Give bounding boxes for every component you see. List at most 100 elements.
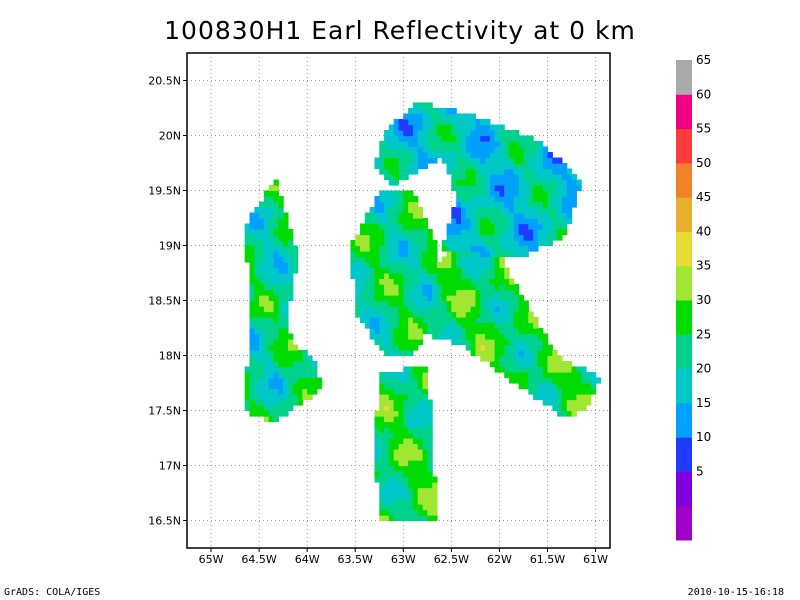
reflectivity-cell <box>537 190 544 197</box>
reflectivity-cell <box>475 328 481 335</box>
reflectivity-cell <box>470 157 477 164</box>
reflectivity-cell <box>475 218 481 225</box>
reflectivity-cell <box>465 152 472 159</box>
reflectivity-cell <box>398 223 404 230</box>
reflectivity-cell <box>388 251 395 258</box>
reflectivity-cell <box>287 245 294 252</box>
reflectivity-cell <box>499 355 505 362</box>
reflectivity-cell <box>427 267 433 274</box>
reflectivity-cell <box>499 130 505 137</box>
reflectivity-cell <box>585 372 592 379</box>
reflectivity-cell <box>263 372 270 379</box>
reflectivity-cell <box>273 394 279 401</box>
reflectivity-cell <box>412 344 419 351</box>
reflectivity-cell <box>432 119 438 126</box>
reflectivity-cell <box>254 355 260 362</box>
reflectivity-cell <box>432 487 438 494</box>
reflectivity-cell <box>254 284 260 291</box>
reflectivity-cell <box>456 229 462 236</box>
reflectivity-cell <box>364 229 371 236</box>
reflectivity-cell <box>273 234 279 241</box>
reflectivity-cell <box>451 317 457 324</box>
reflectivity-cell <box>451 168 457 175</box>
reflectivity-cell <box>509 146 515 153</box>
reflectivity-cell <box>422 493 428 500</box>
reflectivity-cell <box>379 163 385 170</box>
reflectivity-cell <box>518 174 525 181</box>
reflectivity-cell <box>460 262 467 269</box>
reflectivity-cell <box>398 267 404 274</box>
reflectivity-cell <box>436 306 443 313</box>
reflectivity-cell <box>379 487 385 494</box>
reflectivity-cell <box>518 311 525 318</box>
reflectivity-cell <box>374 245 380 252</box>
reflectivity-cell <box>384 432 390 439</box>
reflectivity-cell <box>470 124 477 131</box>
reflectivity-cell <box>513 130 520 137</box>
reflectivity-cell <box>379 262 385 269</box>
reflectivity-cell <box>427 311 433 318</box>
reflectivity-cell <box>451 273 457 280</box>
reflectivity-cell <box>528 322 534 329</box>
reflectivity-cell <box>287 240 294 247</box>
reflectivity-cell <box>494 251 501 258</box>
reflectivity-cell <box>557 394 563 401</box>
reflectivity-cell <box>360 278 366 285</box>
reflectivity-cell <box>263 410 270 417</box>
reflectivity-cell <box>513 157 520 164</box>
reflectivity-cell <box>475 168 481 175</box>
reflectivity-cell <box>254 388 260 395</box>
reflectivity-cell <box>465 157 472 164</box>
reflectivity-cell <box>528 190 534 197</box>
reflectivity-cell <box>441 262 448 269</box>
reflectivity-cell <box>489 295 496 302</box>
reflectivity-cell <box>408 350 414 357</box>
reflectivity-cell <box>547 201 553 208</box>
reflectivity-cell <box>547 157 553 164</box>
reflectivity-cell <box>441 289 448 296</box>
reflectivity-cell <box>480 273 486 280</box>
reflectivity-cell <box>403 201 409 208</box>
reflectivity-cell <box>384 218 390 225</box>
reflectivity-cell <box>268 273 275 280</box>
reflectivity-cell <box>244 229 251 236</box>
reflectivity-cell <box>513 163 520 170</box>
reflectivity-cell <box>297 361 303 368</box>
reflectivity-cell <box>432 493 438 500</box>
reflectivity-cell <box>412 284 419 291</box>
reflectivity-cell <box>374 256 380 263</box>
reflectivity-cell <box>427 509 433 516</box>
reflectivity-cell <box>523 185 529 192</box>
reflectivity-cell <box>494 328 501 335</box>
reflectivity-cell <box>509 174 515 181</box>
reflectivity-cell <box>475 273 481 280</box>
colorbar-swatch <box>676 437 692 472</box>
reflectivity-cell <box>470 344 477 351</box>
reflectivity-cell <box>249 333 255 340</box>
reflectivity-cell <box>485 333 491 340</box>
reflectivity-cell <box>374 306 380 313</box>
reflectivity-cell <box>263 366 270 373</box>
reflectivity-cell <box>379 300 385 307</box>
reflectivity-cell <box>518 146 525 153</box>
reflectivity-cell <box>542 201 549 208</box>
reflectivity-cell <box>422 366 428 373</box>
reflectivity-cell <box>388 421 395 428</box>
reflectivity-cell <box>504 229 510 236</box>
reflectivity-cell <box>561 377 568 384</box>
reflectivity-cell <box>561 212 568 219</box>
reflectivity-cell <box>408 498 414 505</box>
reflectivity-cell <box>460 289 467 296</box>
reflectivity-cell <box>259 350 265 357</box>
reflectivity-cell <box>427 493 433 500</box>
reflectivity-cell <box>384 289 390 296</box>
reflectivity-cell <box>384 168 390 175</box>
reflectivity-cell <box>417 141 424 148</box>
reflectivity-cell <box>259 399 265 406</box>
reflectivity-cell <box>480 322 486 329</box>
reflectivity-cell <box>470 262 477 269</box>
reflectivity-cell <box>456 141 462 148</box>
reflectivity-cell <box>287 267 294 274</box>
reflectivity-cell <box>537 339 544 346</box>
reflectivity-cell <box>504 284 510 291</box>
